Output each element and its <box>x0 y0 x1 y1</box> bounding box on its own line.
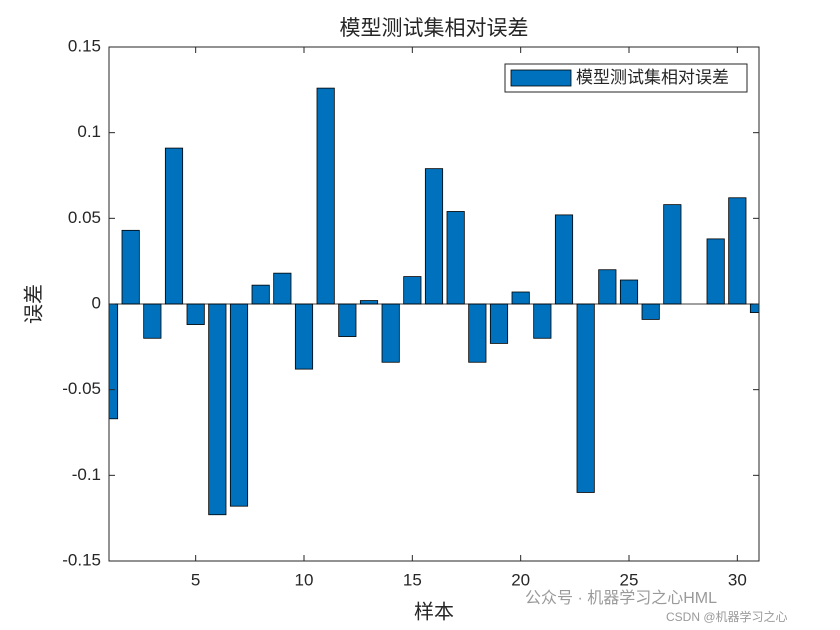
bar <box>641 303 660 320</box>
watermark-sub: CSDN @机器学习之心 <box>666 609 788 624</box>
bar <box>273 272 292 305</box>
bar <box>121 229 140 305</box>
bar <box>229 303 249 507</box>
y-tick-label: 0.05 <box>68 208 101 227</box>
bar <box>446 211 465 305</box>
bar <box>186 303 205 325</box>
y-tick-label: -0.15 <box>62 550 101 569</box>
y-tick-label: -0.05 <box>62 379 101 398</box>
y-tick-label: -0.1 <box>72 465 101 484</box>
plot-area <box>109 87 759 516</box>
x-axis-label: 样本 <box>414 601 454 624</box>
bar <box>728 197 747 305</box>
y-tick-label: 0.1 <box>77 122 101 141</box>
bar <box>576 303 595 493</box>
bar <box>533 303 552 339</box>
y-tick-label: 0 <box>92 293 101 312</box>
x-tick-label: 25 <box>620 570 639 589</box>
bar <box>424 168 444 305</box>
bar <box>663 204 682 305</box>
y-axis-label: 误差 <box>23 284 46 324</box>
x-tick-label: 30 <box>728 570 747 589</box>
bar <box>619 279 639 305</box>
x-tick-label: 10 <box>295 570 314 589</box>
bar <box>468 303 487 363</box>
bar <box>164 147 184 305</box>
bar <box>143 303 162 339</box>
x-tick-label: 20 <box>511 570 530 589</box>
chart-title: 模型测试集相对误差 <box>340 16 529 40</box>
bar <box>338 303 357 337</box>
bar <box>554 214 574 305</box>
bar <box>598 269 617 305</box>
legend-label: 模型测试集相对误差 <box>576 68 729 87</box>
bar <box>316 87 335 305</box>
bar <box>706 238 725 305</box>
bar <box>251 284 270 305</box>
legend-swatch <box>510 69 572 87</box>
watermark: 公众号 · 机器学习之心HML <box>525 589 717 607</box>
x-tick-label: 15 <box>403 570 422 589</box>
bar <box>359 300 379 305</box>
bar <box>403 276 422 305</box>
bar <box>208 303 227 516</box>
y-tick-label: 0.15 <box>68 36 101 55</box>
x-tick-label: 5 <box>191 570 200 589</box>
bar <box>511 291 530 305</box>
bar <box>489 303 509 344</box>
bar <box>294 303 314 370</box>
bar <box>381 303 400 363</box>
